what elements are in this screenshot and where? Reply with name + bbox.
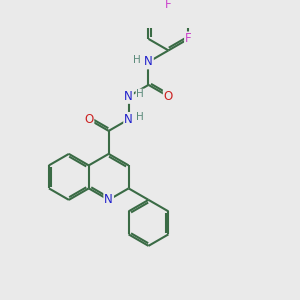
Text: F: F bbox=[185, 32, 192, 45]
Text: N: N bbox=[104, 194, 113, 206]
Text: H: H bbox=[136, 89, 144, 99]
Text: H: H bbox=[133, 55, 141, 65]
Text: O: O bbox=[84, 113, 93, 126]
Text: N: N bbox=[144, 56, 153, 68]
Text: N: N bbox=[124, 113, 133, 126]
Text: H: H bbox=[136, 112, 144, 122]
Text: O: O bbox=[164, 90, 173, 103]
Text: F: F bbox=[165, 0, 172, 11]
Text: N: N bbox=[124, 90, 133, 103]
